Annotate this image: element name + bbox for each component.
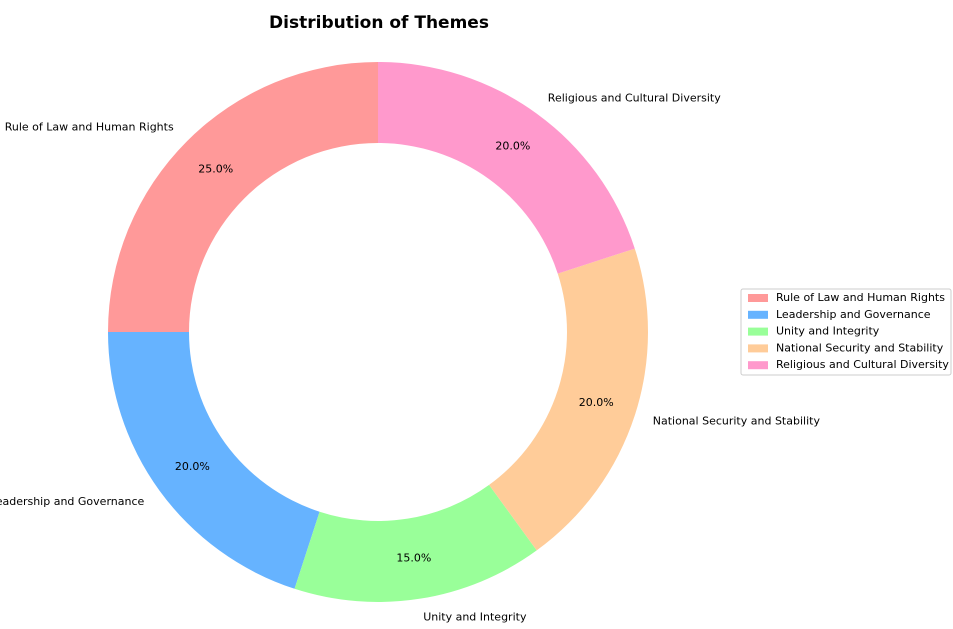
legend: Rule of Law and Human Rights Leadership a… [740,288,952,376]
legend-label: Leadership and Governance [776,308,931,321]
slice-label: Unity and Integrity [423,610,527,623]
donut-wedge [294,484,537,602]
legend-swatch [748,344,768,353]
slice-label: Religious and Cultural Diversity [548,91,721,104]
donut-wedge [108,332,320,589]
legend-swatch [748,310,768,319]
legend-label: Rule of Law and Human Rights [776,291,945,304]
legend-label: Religious and Cultural Diversity [776,358,949,371]
value-label: 15.0% [396,552,431,565]
legend-swatch [748,327,768,336]
donut-wedge [378,62,635,274]
slice-label: National Security and Stability [653,414,821,427]
legend-label: National Security and Stability [776,341,944,354]
legend-swatch [748,361,768,370]
value-label: 20.0% [579,396,614,409]
value-label: 20.0% [495,139,530,152]
value-label: 20.0% [175,460,210,473]
legend-box [740,288,952,376]
slice-label: Leadership and Governance [0,495,144,508]
value-label: 25.0% [198,163,233,176]
chart-title: Distribution of Themes [269,13,489,33]
legend-label: Unity and Integrity [776,325,880,338]
legend-swatch [748,294,768,302]
slice-label: Rule of Law and Human Rights [5,121,174,134]
donut-wedge [108,62,378,332]
donut-wedge [489,248,648,551]
